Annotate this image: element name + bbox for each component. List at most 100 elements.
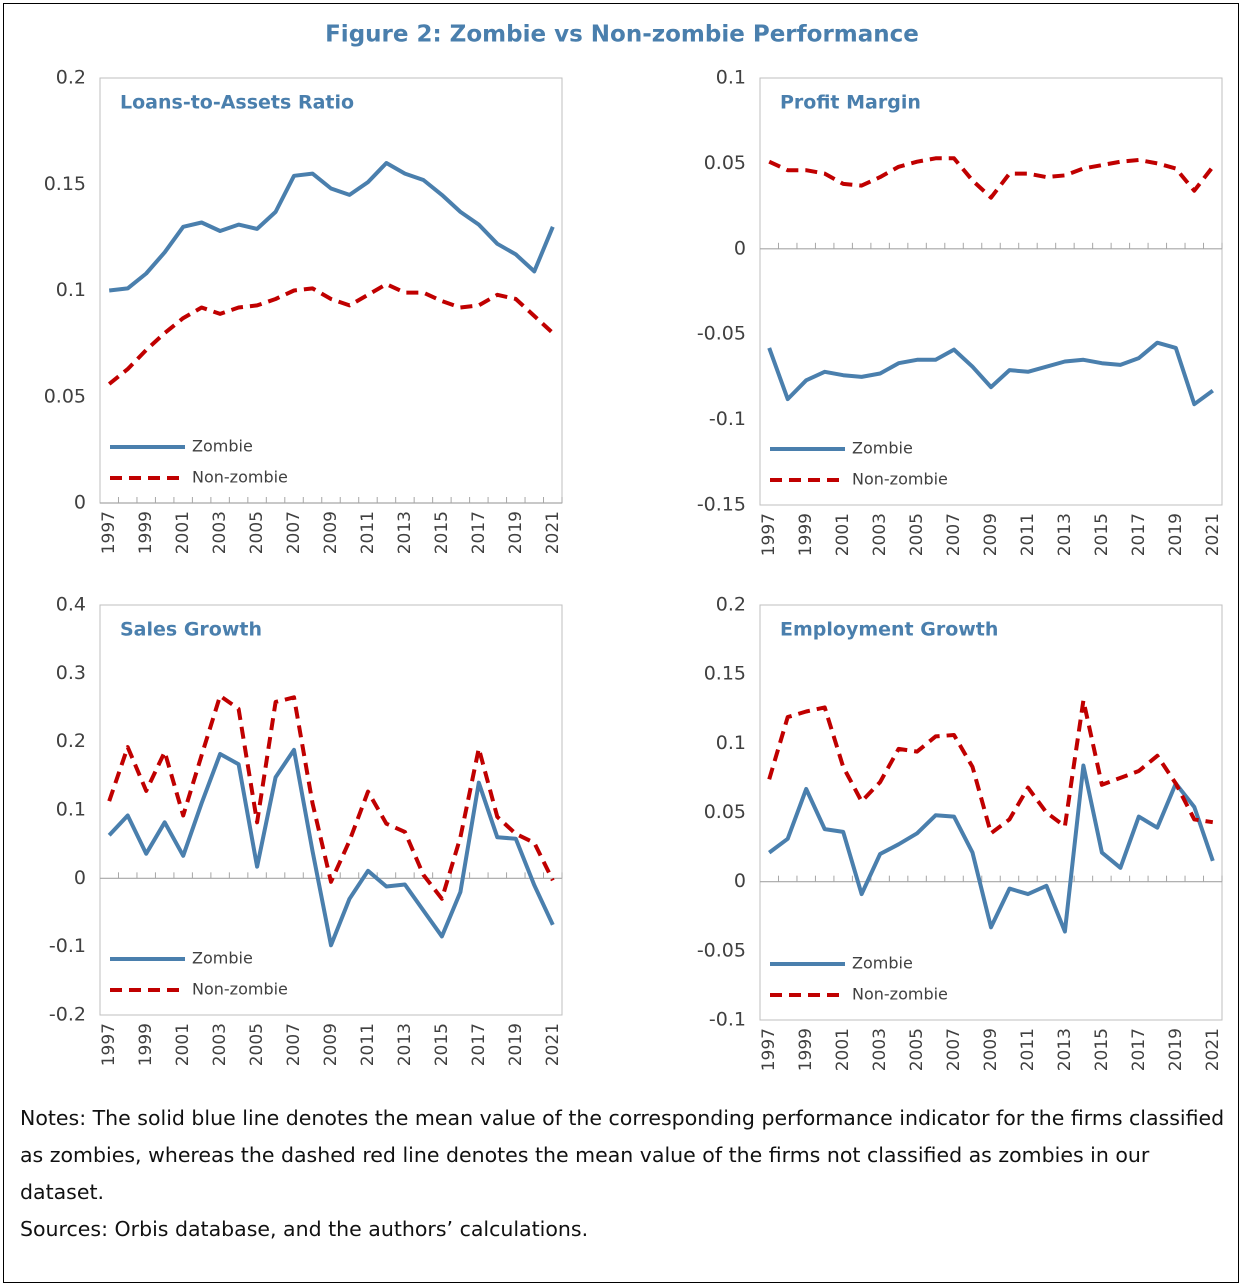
x-tick-label: 2021: [1203, 513, 1223, 556]
x-tick-label: 2011: [358, 1023, 378, 1066]
x-tick-label: 2019: [1166, 513, 1186, 556]
x-tick-label: 2015: [432, 511, 452, 554]
y-tick-label: 0.2: [716, 594, 746, 616]
figure: Figure 2: Zombie vs Non-zombie Performan…: [44, 22, 1223, 1072]
x-tick-label: 2017: [469, 511, 489, 554]
x-tick-label: 2003: [870, 513, 890, 556]
y-tick-label: 0.1: [56, 279, 86, 301]
y-tick-label: -0.1: [709, 1009, 746, 1031]
x-tick-label: 2019: [506, 1023, 526, 1066]
sources-text: Sources: Orbis database, and the authors…: [20, 1217, 589, 1241]
x-tick-label: 1999: [136, 511, 156, 554]
y-tick-label: 0: [734, 870, 746, 892]
series-line: [108, 161, 555, 293]
y-tick-label: 0.3: [56, 662, 86, 684]
x-tick-label: 2015: [1092, 513, 1112, 556]
x-tick-label: 2003: [210, 1023, 230, 1066]
legend-label: Non-zombie: [192, 980, 288, 999]
x-tick-label: 2005: [907, 1028, 927, 1071]
y-tick-label: 0.15: [44, 173, 86, 195]
x-tick-label: 2011: [1018, 513, 1038, 556]
series-line: [107, 693, 555, 901]
x-tick-label: 2009: [321, 511, 341, 554]
x-tick-label: 2013: [1055, 1028, 1075, 1071]
x-tick-label: 2019: [1166, 1028, 1186, 1071]
series-line: [107, 747, 555, 948]
x-tick-label: 2017: [1129, 1028, 1149, 1071]
x-tick-label: 2009: [321, 1023, 341, 1066]
y-tick-label: -0.05: [697, 939, 746, 961]
panel-title: Profit Margin: [780, 92, 921, 114]
y-tick-label: 0.4: [56, 594, 86, 616]
y-tick-label: 0.05: [704, 801, 746, 823]
y-tick-label: 0.05: [44, 385, 86, 407]
y-tick-label: 0.2: [56, 730, 86, 752]
y-tick-label: 0.05: [704, 152, 746, 174]
x-tick-label: 2007: [944, 1028, 964, 1071]
x-tick-label: 1999: [136, 1023, 156, 1066]
x-tick-label: 1997: [759, 513, 779, 556]
x-tick-label: 1997: [759, 1028, 779, 1071]
plot-area: [99, 77, 563, 504]
y-tick-label: 0.15: [704, 663, 746, 685]
legend-label: Zombie: [192, 949, 253, 968]
legend-label: Non-zombie: [192, 468, 288, 487]
y-tick-label: -0.1: [49, 935, 86, 957]
y-tick-label: -0.2: [49, 1004, 86, 1026]
x-tick-label: 2003: [210, 511, 230, 554]
series-line: [768, 156, 1215, 200]
x-tick-label: 2007: [284, 1023, 304, 1066]
notes: Notes: The solid blue line denotes the m…: [20, 1100, 1230, 1248]
y-tick-label: 0: [734, 237, 746, 259]
series-line: [107, 282, 555, 386]
y-tick-label: -0.1: [709, 408, 746, 430]
x-tick-label: 2005: [247, 1023, 267, 1066]
panel-title: Sales Growth: [120, 619, 262, 641]
series-line: [767, 340, 1214, 407]
x-tick-label: 2005: [247, 511, 267, 554]
notes-text: Notes: The solid blue line denotes the m…: [20, 1106, 1225, 1204]
panel-title: Loans-to-Assets Ratio: [120, 92, 354, 114]
x-tick-label: 2001: [173, 511, 193, 554]
x-tick-label: 2007: [284, 511, 304, 554]
x-tick-label: 2021: [543, 511, 563, 554]
x-tick-label: 2013: [395, 511, 415, 554]
x-tick-label: 2007: [944, 513, 964, 556]
x-tick-label: 2005: [907, 513, 927, 556]
figure-title: Figure 2: Zombie vs Non-zombie Performan…: [325, 22, 919, 48]
x-tick-label: 2001: [833, 513, 853, 556]
x-tick-label: 2013: [395, 1023, 415, 1066]
y-tick-label: 0.1: [716, 67, 746, 89]
x-tick-label: 2001: [173, 1023, 193, 1066]
y-tick-label: 0: [74, 867, 86, 889]
x-tick-label: 2017: [1129, 513, 1149, 556]
x-tick-label: 2021: [543, 1023, 563, 1066]
x-tick-label: 2011: [1018, 1028, 1038, 1071]
y-tick-label: 0.1: [716, 732, 746, 754]
x-tick-label: 2009: [981, 1028, 1001, 1071]
legend-label: Non-zombie: [852, 985, 948, 1004]
y-tick-label: -0.05: [697, 323, 746, 345]
x-tick-label: 2021: [1203, 1028, 1223, 1071]
legend-label: Non-zombie: [852, 470, 948, 489]
x-tick-label: 2015: [1092, 1028, 1112, 1071]
plot-area: [759, 77, 1223, 506]
series-line: [768, 763, 1215, 934]
plot-area: [99, 604, 563, 1016]
x-tick-label: 2015: [432, 1023, 452, 1066]
legend-label: Zombie: [852, 954, 913, 973]
x-tick-label: 2009: [981, 513, 1001, 556]
y-tick-label: -0.15: [697, 494, 746, 516]
y-tick-label: 0: [74, 492, 86, 514]
x-tick-label: 1997: [99, 511, 119, 554]
y-tick-label: 0.2: [56, 67, 86, 89]
x-tick-label: 2011: [358, 511, 378, 554]
legend-label: Zombie: [852, 439, 913, 458]
plot-area: [759, 604, 1223, 1021]
x-tick-label: 2019: [506, 511, 526, 554]
x-tick-label: 1999: [796, 1028, 816, 1071]
x-tick-label: 1999: [796, 513, 816, 556]
x-tick-label: 2013: [1055, 513, 1075, 556]
y-tick-label: 0.1: [56, 799, 86, 821]
